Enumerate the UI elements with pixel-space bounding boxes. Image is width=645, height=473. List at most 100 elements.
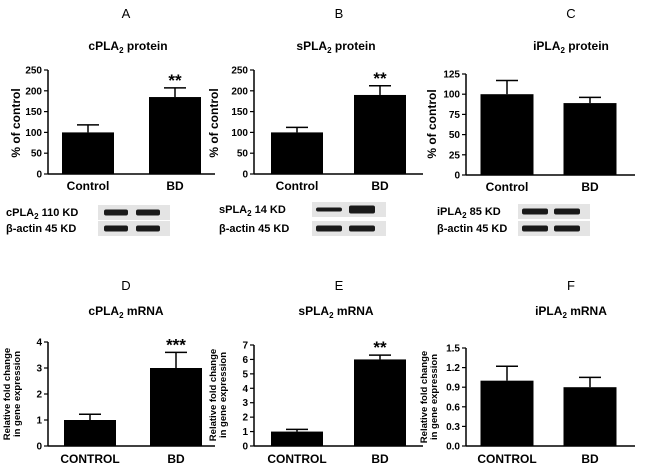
y-tick-label: 25 [449,150,461,161]
bar-bd [563,387,617,446]
y-tick-label: 2 [36,390,42,401]
y-tick-label: 50 [31,149,43,160]
y-tick-label: 250 [25,66,42,77]
y-tick-label: 1.5 [446,344,460,355]
y-tick-label: 50 [449,130,461,141]
y-tick-label: 7 [242,341,248,352]
category-label: BD [371,179,389,193]
blot-band [554,225,580,232]
y-axis-label: % of control [425,89,439,158]
y-axis-label: % of control [9,88,23,157]
significance-label: ** [373,338,387,357]
category-label: BD [581,180,599,194]
western-blot-2: sPLA2 14 KD β-actin 45 KD [219,202,386,236]
category-label: BD [581,452,599,466]
panel-title: sPLA2 protein [296,39,375,55]
y-axis-label: Relative fold changein gene expression [419,351,440,443]
blot-actin-label: β-actin 45 KD [437,223,507,235]
blot-band [316,225,342,232]
y-tick-label: 150 [231,107,248,118]
y-tick-label: 3 [242,398,248,409]
y-tick-label: 3 [36,364,42,375]
bar-bd [149,97,201,174]
y-tick-label: 0.0 [446,442,460,453]
panel-letter: A [122,6,131,21]
category-label: Control [486,180,529,194]
blot-band [136,225,160,232]
y-axis-label: % of control [207,88,221,157]
y-tick-label: 100 [25,128,42,139]
significance-label: ** [168,71,182,90]
y-axis-label: Relative fold changein gene expression [208,349,229,441]
y-tick-label: 0.6 [446,402,460,413]
y-tick-label: 0 [36,442,42,453]
y-tick-label: 125 [443,70,460,81]
y-tick-label: 0 [242,442,248,453]
y-tick-label: 1 [36,416,42,427]
blot-target-label: sPLA2 14 KD [219,204,286,218]
y-tick-label: 200 [231,86,248,97]
y-tick-label: 5 [242,369,248,380]
y-axis-label: Relative fold changein gene expression [2,348,23,440]
category-label: BD [167,452,185,466]
bar-control [271,431,323,446]
category-label: Control [276,179,319,193]
panel-letter: B [335,6,344,21]
y-tick-label: 1 [242,427,248,438]
significance-label: *** [166,335,186,354]
y-tick-label: 200 [25,86,42,97]
blot-target-strip [98,205,170,220]
panel-title: cPLA2 protein [88,39,167,55]
y-tick-label: 6 [242,355,248,366]
category-label: Control [67,179,110,193]
panel-letter: F [567,278,575,293]
blot-band [104,225,128,232]
bar-control [271,132,323,174]
blot-actin-label: β-actin 45 KD [219,223,289,235]
bar-bd [150,368,202,446]
bar-control [62,132,114,174]
y-tick-label: 0 [242,170,248,181]
panel-letter: E [335,278,344,293]
category-label: CONTROL [60,452,119,466]
y-tick-label: 4 [242,384,248,395]
western-blot-3: iPLA2 85 KD β-actin 45 KD [437,204,590,236]
category-label: CONTROL [477,452,536,466]
y-tick-label: 1.2 [446,363,460,374]
y-tick-label: 4 [36,338,42,349]
category-label: BD [166,179,184,193]
y-tick-label: 75 [449,110,461,121]
blot-band [349,225,375,232]
y-tick-label: 2 [242,413,248,424]
blot-actin-label: β-actin 45 KD [6,223,76,235]
panel-letter: C [566,6,575,21]
panel-letter: D [121,278,130,293]
y-tick-label: 100 [231,128,248,139]
panel-title: cPLA2 mRNA [88,304,163,320]
blot-band [316,207,342,212]
bar-control [64,420,116,446]
panel-title: iPLA2 protein [533,39,609,55]
blot-band [136,209,160,216]
significance-label: ** [373,69,387,88]
bar-control [480,94,534,175]
bar-bd [563,103,617,175]
blot-actin-strip [98,221,170,236]
blot-band [104,209,128,216]
blot-target-label: iPLA2 85 KD [437,206,501,220]
blot-band [522,208,548,215]
y-tick-label: 0 [454,171,460,182]
blot-band [349,205,375,214]
y-tick-label: 150 [25,107,42,118]
bar-bd [354,94,406,174]
y-tick-label: 50 [237,149,249,160]
y-tick-label: 0.3 [446,422,460,433]
bar-bd [354,359,406,446]
